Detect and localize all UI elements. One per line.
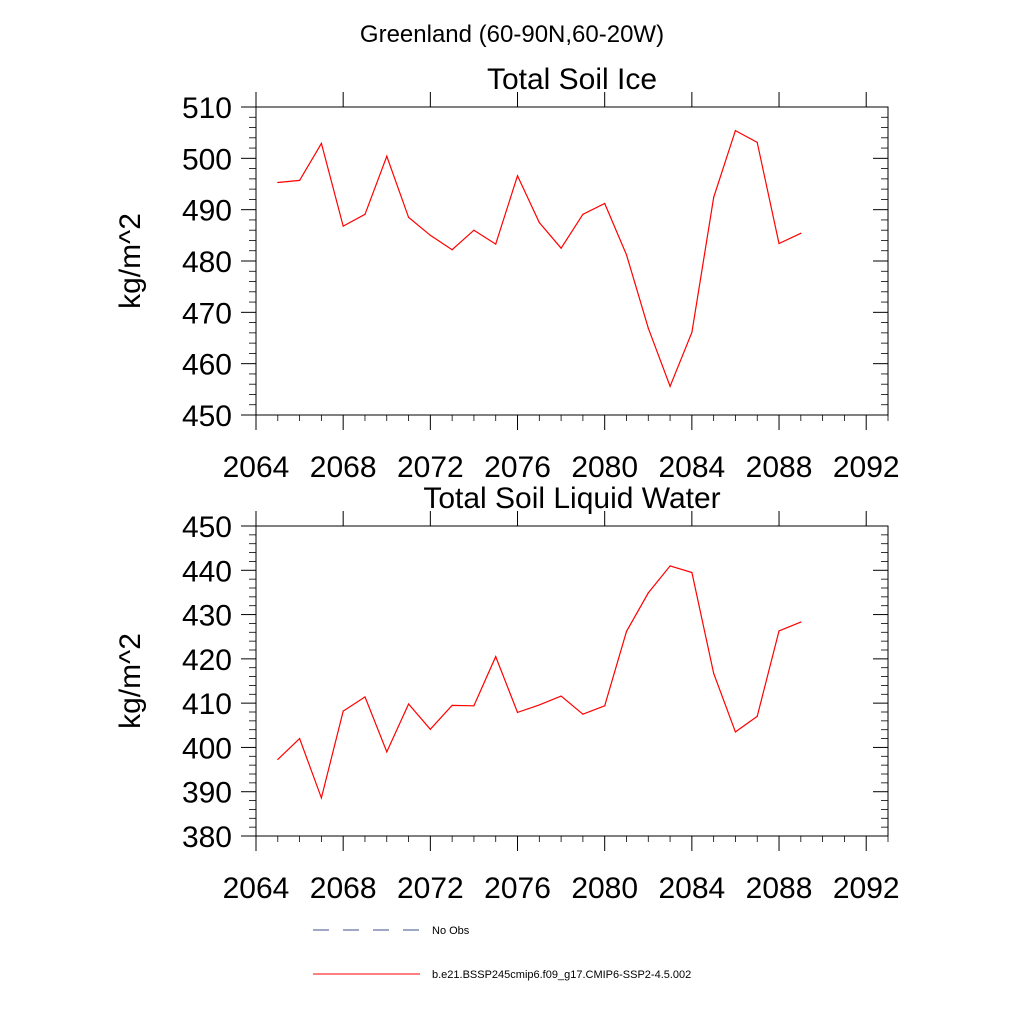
data-point [298, 737, 301, 740]
y-tick-label: 450 [182, 511, 232, 544]
y-tick-label: 410 [182, 688, 232, 721]
data-point [800, 232, 802, 234]
data-point [451, 249, 453, 251]
legend-label-model-run: b.e21.BSSP245cmip6.f09_g17.CMIP6-SSP2-4.… [432, 969, 691, 981]
data-point [604, 705, 606, 707]
data-point [756, 715, 758, 718]
data-point [429, 728, 431, 730]
data-point [516, 711, 519, 714]
data-point [407, 703, 410, 705]
plot-frame [255, 106, 889, 416]
y-tick-label: 450 [182, 400, 232, 433]
data-point [516, 175, 519, 177]
data-point [778, 630, 780, 632]
x-tick-label: 2084 [658, 872, 725, 905]
data-point [407, 216, 410, 218]
data-point [386, 155, 388, 157]
data-point [734, 130, 737, 132]
chart-title: Total Soil Liquid Water [423, 482, 720, 515]
data-point [429, 234, 431, 236]
chart-title: Total Soil Ice [487, 63, 657, 96]
data-point [538, 221, 540, 224]
data-point [778, 242, 780, 245]
data-point [560, 247, 562, 249]
x-tick-label: 2080 [571, 872, 638, 905]
data-point [800, 621, 802, 623]
x-tick-label: 2092 [833, 451, 900, 484]
series-line [277, 129, 802, 388]
y-tick-label: 430 [182, 600, 232, 633]
chart-panel-soil-liquid-water: Total Soil Liquid Water kg/m^2 2064 2068 207… [114, 482, 900, 905]
chart-panel-soil-ice: Total Soil Ice kg/m^2 2064 2068 2072 2076 2080… [114, 63, 900, 484]
y-tick-label: 460 [182, 349, 232, 382]
x-tick-label: 2068 [310, 872, 377, 905]
y-axis-label: kg/m^2 [114, 633, 147, 729]
data-point [756, 141, 758, 144]
y-tick-label: 400 [182, 732, 232, 765]
x-tick-label: 2072 [397, 872, 464, 905]
data-point [364, 696, 366, 698]
data-point [625, 630, 628, 633]
x-tick-label: 2080 [571, 451, 638, 484]
y-tick-label: 480 [182, 246, 232, 279]
data-point [713, 672, 715, 675]
data-point [451, 704, 453, 706]
y-tick-label: 490 [182, 195, 232, 228]
data-point [734, 731, 737, 733]
data-point [713, 196, 715, 198]
data-point [647, 327, 649, 329]
page-title: Greenland (60-90N,60-20W) [360, 21, 664, 48]
x-tick-label: 2088 [746, 872, 813, 905]
x-tick-label: 2068 [310, 451, 377, 484]
data-point [277, 181, 279, 184]
y-tick-label: 510 [182, 92, 232, 125]
data-point [538, 704, 540, 706]
data-point [647, 592, 649, 594]
data-point [364, 213, 366, 215]
data-point [560, 695, 562, 697]
data-point [625, 254, 628, 256]
data-point [691, 571, 693, 574]
series-line [277, 565, 802, 800]
y-tick-label: 420 [182, 644, 232, 677]
data-point [473, 705, 475, 707]
data-point [604, 202, 606, 205]
data-point [669, 385, 671, 387]
data-point [298, 179, 301, 182]
x-tick-label: 2084 [658, 451, 725, 484]
legend-label-no-obs: No Obs [432, 925, 470, 937]
y-axis-label: kg/m^2 [114, 213, 147, 309]
data-point [669, 565, 671, 567]
data-point [495, 656, 497, 658]
y-tick-label: 380 [182, 821, 232, 854]
data-point [691, 331, 693, 333]
data-point [386, 751, 388, 753]
data-point [320, 142, 322, 145]
plot-frame [255, 525, 889, 837]
data-point [342, 710, 344, 712]
x-tick-label: 2092 [833, 872, 900, 905]
y-tick-label: 390 [182, 777, 232, 810]
x-tick-label: 2076 [484, 872, 551, 905]
data-point [495, 243, 497, 245]
data-point [277, 758, 279, 760]
y-tick-label: 470 [182, 297, 232, 330]
x-tick-label: 2064 [223, 872, 290, 905]
x-tick-label: 2076 [484, 451, 551, 484]
x-tick-label: 2088 [746, 451, 813, 484]
legend: No Obs b.e21.BSSP245cmip6.f09_g17.CMIP6-… [313, 925, 691, 981]
x-tick-label: 2064 [223, 451, 290, 484]
y-tick-label: 500 [182, 143, 232, 176]
y-tick-label: 440 [182, 555, 232, 588]
data-point [320, 797, 322, 799]
data-point [582, 213, 584, 215]
data-point [473, 229, 475, 231]
x-tick-label: 2072 [397, 451, 464, 484]
data-point [582, 713, 584, 715]
data-point [342, 225, 344, 227]
